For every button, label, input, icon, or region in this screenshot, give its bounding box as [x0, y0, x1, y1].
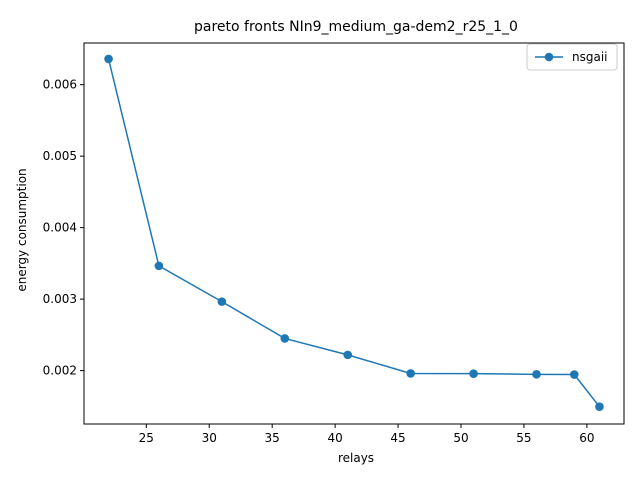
data-point: [217, 297, 227, 306]
chart-title: pareto fronts NIn9_medium_ga-dem2_r25_1_…: [194, 19, 518, 35]
series-layer: [104, 54, 604, 412]
data-point: [343, 350, 353, 360]
y-tick-label: 0.005: [43, 149, 77, 163]
x-axis-ticks: 25 30 35 40 45 50 55 60: [139, 424, 595, 445]
legend-marker: [544, 52, 554, 62]
x-tick-label: 45: [390, 431, 405, 445]
data-point: [104, 54, 113, 64]
y-tick-label: 0.006: [43, 78, 77, 92]
y-axis-ticks: 0.002 0.003 0.004 0.005 0.006: [43, 78, 84, 378]
legend-label: nsgaii: [572, 50, 608, 64]
x-tick-label: 50: [453, 431, 468, 445]
x-tick-label: 30: [202, 431, 217, 445]
y-tick-label: 0.003: [43, 292, 77, 306]
x-tick-label: 55: [516, 431, 531, 445]
data-point: [280, 334, 290, 343]
data-point: [532, 370, 541, 379]
x-tick-label: 40: [327, 431, 342, 445]
data-point: [595, 402, 604, 412]
plot-frame: [83, 42, 625, 425]
y-tick-label: 0.004: [43, 221, 77, 235]
series-line-nsgaii: [107, 58, 601, 408]
x-axis-label: relays: [338, 451, 374, 465]
x-tick-label: 60: [579, 431, 594, 445]
data-point: [406, 369, 415, 378]
legend: nsgaii: [526, 43, 618, 71]
y-tick-label: 0.002: [43, 364, 77, 378]
legend-box: [526, 43, 618, 71]
data-point: [469, 369, 478, 378]
y-axis-label: energy consumption: [15, 168, 29, 291]
data-point: [154, 261, 164, 271]
data-point: [569, 370, 579, 379]
x-tick-label: 35: [265, 431, 280, 445]
x-tick-label: 25: [139, 431, 154, 445]
